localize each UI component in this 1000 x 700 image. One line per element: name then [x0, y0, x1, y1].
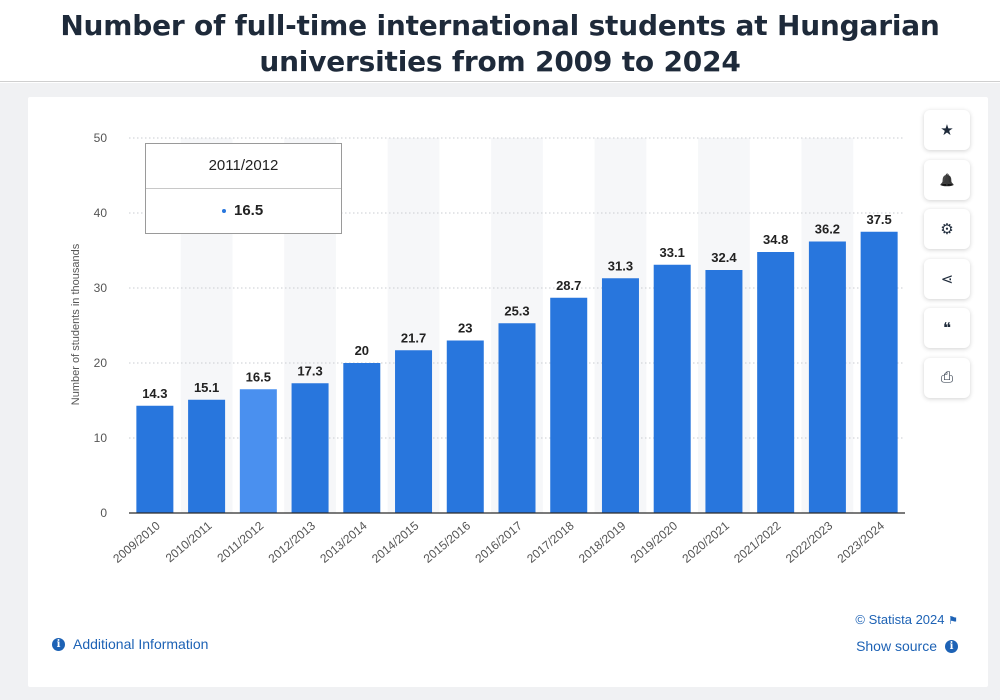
page-title-line-2: universities from 2009 to 2024	[259, 45, 741, 78]
credit-text: © Statista 2024	[855, 612, 945, 627]
y-tick-label: 50	[94, 131, 108, 145]
x-tick-label: 2023/2024	[835, 518, 888, 565]
x-tick-label: 2011/2012	[214, 518, 266, 565]
data-label: 14.3	[142, 386, 167, 401]
y-axis-title: Number of students in thousands	[70, 243, 82, 405]
x-tick-label: 2017/2018	[524, 518, 577, 565]
x-tick-label: 2013/2014	[317, 518, 370, 565]
y-tick-label: 10	[94, 431, 108, 445]
share-button[interactable]: ⋖	[924, 258, 970, 299]
cite-button[interactable]: ❝	[924, 308, 970, 348]
data-label: 37.5	[866, 212, 891, 227]
title-area: Number of full-time international studen…	[0, 0, 1000, 82]
data-label: 21.7	[401, 330, 426, 345]
x-tick-label: 2021/2022	[731, 518, 784, 565]
bell-icon: 🔔	[939, 172, 955, 187]
bar-2014/2015	[395, 350, 433, 513]
settings-button[interactable]: ⚙	[924, 209, 970, 249]
x-tick-label: 2019/2020	[628, 518, 681, 565]
y-tick-label: 20	[94, 356, 108, 370]
data-label: 36.2	[815, 222, 840, 237]
bar-2016/2017	[498, 323, 536, 513]
bar-2018/2019	[601, 278, 639, 513]
data-label: 20	[355, 343, 369, 358]
bar-2015/2016	[446, 340, 484, 513]
page-title-line-1: Number of full-time international studen…	[60, 9, 940, 42]
x-tick-label: 2020/2021	[679, 518, 732, 565]
bar-2021/2022	[757, 252, 795, 513]
x-tick-label: 2014/2015	[369, 518, 422, 565]
data-label: 33.1	[660, 245, 685, 260]
y-tick-label: 0	[100, 506, 107, 520]
additional-information-label: Additional Information	[73, 636, 209, 652]
bar-2022/2023	[808, 241, 846, 513]
star-icon: ★	[940, 122, 954, 139]
bar-2011/2012	[239, 389, 277, 513]
show-source-link[interactable]: Show source i	[856, 638, 958, 654]
data-label: 16.5	[246, 369, 271, 384]
data-label: 15.1	[194, 380, 219, 395]
additional-information-link[interactable]: i Additional Information	[52, 636, 208, 652]
bar-2019/2020	[653, 264, 691, 513]
bar-2023/2024	[860, 231, 898, 513]
x-tick-label: 2018/2019	[576, 518, 629, 565]
share-icon: ⋖	[940, 270, 954, 288]
favorite-button[interactable]: ★	[924, 110, 970, 150]
print-button[interactable]: ⎙	[924, 357, 970, 398]
bar-2020/2021	[705, 270, 743, 513]
statista-credit[interactable]: © Statista 2024 ⚑	[855, 612, 958, 627]
bar-2009/2010	[136, 405, 174, 513]
x-tick-label: 2010/2011	[163, 518, 215, 565]
tooltip-value-row: 16.5	[146, 189, 341, 233]
chart-tooltip: 2011/2012 16.5	[145, 143, 342, 234]
data-label: 28.7	[556, 278, 581, 293]
data-label: 23	[458, 321, 472, 336]
series-dot-icon	[222, 209, 226, 214]
data-label: 31.3	[608, 258, 633, 273]
show-source-label: Show source	[856, 638, 937, 654]
data-label: 34.8	[763, 232, 788, 247]
bar-2012/2013	[291, 383, 329, 513]
data-label: 25.3	[504, 303, 529, 318]
data-label: 32.4	[711, 250, 737, 265]
gear-icon: ⚙	[940, 221, 954, 238]
y-tick-label: 30	[94, 281, 108, 295]
printer-icon: ⎙	[940, 369, 953, 386]
x-tick-label: 2015/2016	[421, 518, 474, 565]
data-label: 17.3	[297, 363, 322, 378]
info-icon: i	[52, 637, 65, 651]
bar-2017/2018	[550, 297, 588, 513]
y-tick-label: 40	[94, 206, 108, 220]
quote-icon: ❝	[942, 320, 952, 337]
info-icon: i	[945, 639, 958, 653]
bar-2013/2014	[343, 363, 381, 513]
x-tick-label: 2012/2013	[266, 518, 319, 565]
flag-icon: ⚑	[948, 615, 958, 627]
tooltip-value: 16.5	[234, 202, 264, 219]
x-tick-label: 2016/2017	[472, 518, 525, 565]
x-tick-label: 2009/2010	[110, 518, 163, 565]
notify-button[interactable]: 🔔	[924, 159, 970, 200]
tooltip-category: 2011/2012	[146, 144, 341, 189]
bar-2010/2011	[188, 399, 226, 513]
x-tick-label: 2022/2023	[783, 518, 836, 565]
